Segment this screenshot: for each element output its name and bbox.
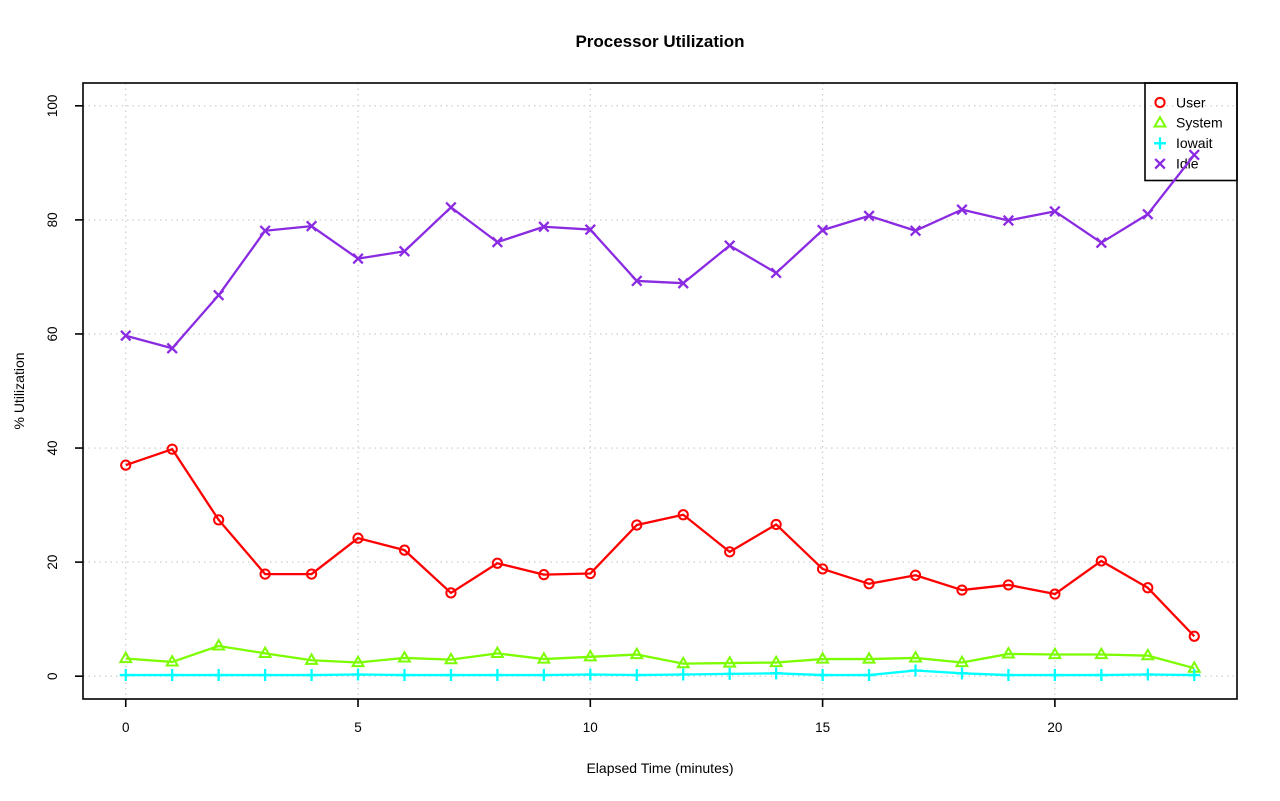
svg-text:20: 20	[1047, 720, 1062, 735]
svg-text:0: 0	[45, 672, 60, 680]
svg-text:40: 40	[45, 441, 60, 456]
legend-label: Iowait	[1176, 135, 1213, 151]
legend-label: User	[1176, 94, 1206, 110]
svg-text:100: 100	[45, 95, 60, 118]
series-line	[125, 669, 1195, 677]
axis-ticks	[75, 105, 1056, 707]
chart-title: Processor Utilization	[575, 32, 745, 51]
legend-item-iowait: Iowait	[1154, 135, 1213, 151]
series-idle	[120, 149, 1200, 354]
series-iowait	[119, 664, 1201, 682]
svg-text:15: 15	[815, 720, 830, 735]
plot-border	[82, 82, 1238, 700]
legend-label: System	[1176, 115, 1223, 131]
series-user	[120, 443, 1200, 642]
x-tick-labels: 0 5 10 15 20	[122, 720, 1062, 735]
svg-text:0: 0	[122, 720, 130, 735]
series-system	[118, 638, 1202, 673]
series-line	[125, 154, 1196, 350]
legend-item-user: User	[1154, 94, 1206, 110]
series-line	[125, 644, 1195, 670]
svg-text:80: 80	[45, 212, 60, 227]
series-line	[125, 448, 1196, 638]
x-axis-label: Elapsed Time (minutes)	[586, 760, 734, 776]
svg-text:10: 10	[583, 720, 598, 735]
legend-item-system: System	[1152, 115, 1223, 131]
svg-text:20: 20	[45, 555, 60, 570]
gridlines	[83, 83, 1237, 699]
y-tick-labels: 0 20 40 60 80 100	[45, 95, 60, 680]
svg-text:5: 5	[354, 720, 362, 735]
svg-text:60: 60	[45, 326, 60, 341]
